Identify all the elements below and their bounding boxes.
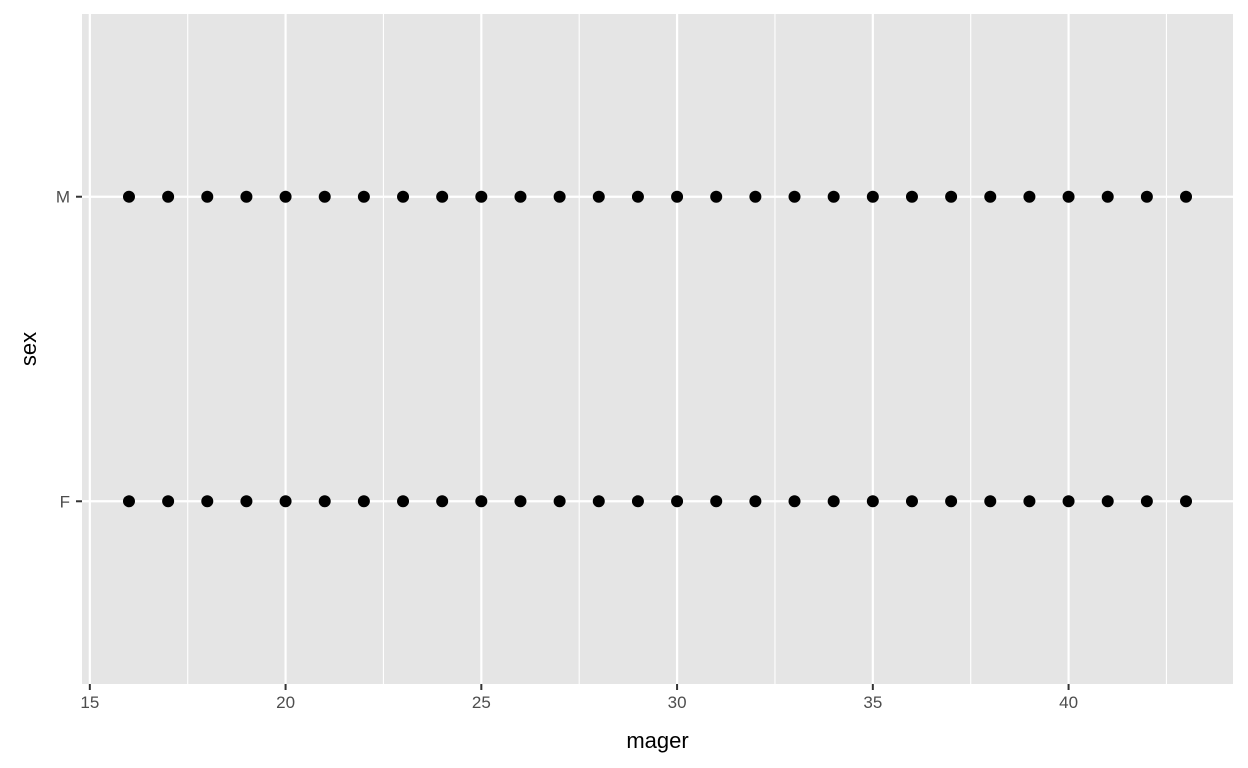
y-axis-title: sex [16, 332, 41, 366]
data-point [475, 495, 488, 508]
x-tick-label: 25 [472, 693, 491, 712]
data-point [1101, 190, 1114, 203]
data-point [553, 495, 566, 508]
data-point [397, 495, 410, 508]
data-point [631, 495, 644, 508]
data-point [1180, 190, 1193, 203]
data-point [749, 190, 762, 203]
data-point [436, 495, 449, 508]
data-point [162, 190, 175, 203]
data-point [357, 495, 370, 508]
data-point [827, 495, 840, 508]
data-point [201, 495, 214, 508]
data-point [240, 495, 253, 508]
x-axis-title: mager [626, 728, 688, 753]
x-tick-label: 15 [80, 693, 99, 712]
data-point [318, 190, 331, 203]
data-point [710, 190, 723, 203]
data-point [866, 190, 879, 203]
x-tick-label: 40 [1059, 693, 1078, 712]
data-point [984, 190, 997, 203]
y-axis: FM [56, 188, 82, 511]
data-point [592, 190, 605, 203]
plot-panel [82, 14, 1233, 684]
data-point [201, 190, 214, 203]
data-point [749, 495, 762, 508]
major-gridlines [82, 14, 1233, 684]
data-point [827, 190, 840, 203]
data-point [592, 495, 605, 508]
data-point [318, 495, 331, 508]
x-tick-label: 30 [668, 693, 687, 712]
data-point [475, 190, 488, 203]
data-point [1101, 495, 1114, 508]
data-point [1023, 495, 1036, 508]
data-point [514, 495, 527, 508]
data-point [357, 190, 370, 203]
data-point [436, 190, 449, 203]
data-point [553, 190, 566, 203]
x-tick-label: 35 [863, 693, 882, 712]
data-point [905, 190, 918, 203]
data-point [1180, 495, 1193, 508]
data-point [671, 190, 684, 203]
data-point [1062, 190, 1075, 203]
data-point [945, 495, 958, 508]
data-point [788, 190, 801, 203]
data-point [240, 190, 253, 203]
data-points [122, 190, 1193, 508]
data-point [1023, 190, 1036, 203]
data-point [122, 495, 135, 508]
data-point [788, 495, 801, 508]
data-point [631, 190, 644, 203]
data-point [397, 190, 410, 203]
data-point [945, 190, 958, 203]
x-tick-label: 20 [276, 693, 295, 712]
y-tick-label: F [60, 492, 70, 511]
data-point [710, 495, 723, 508]
data-point [514, 190, 527, 203]
data-point [1140, 190, 1153, 203]
data-point [162, 495, 175, 508]
data-point [1140, 495, 1153, 508]
data-point [905, 495, 918, 508]
minor-gridlines [187, 14, 1167, 684]
data-point [671, 495, 684, 508]
data-point [984, 495, 997, 508]
x-axis: 15 20 25 30 35 40 [80, 684, 1078, 712]
data-point [122, 190, 135, 203]
data-point [1062, 495, 1075, 508]
y-tick-label: M [56, 188, 70, 207]
data-point [279, 190, 292, 203]
data-point [279, 495, 292, 508]
data-point [866, 495, 879, 508]
